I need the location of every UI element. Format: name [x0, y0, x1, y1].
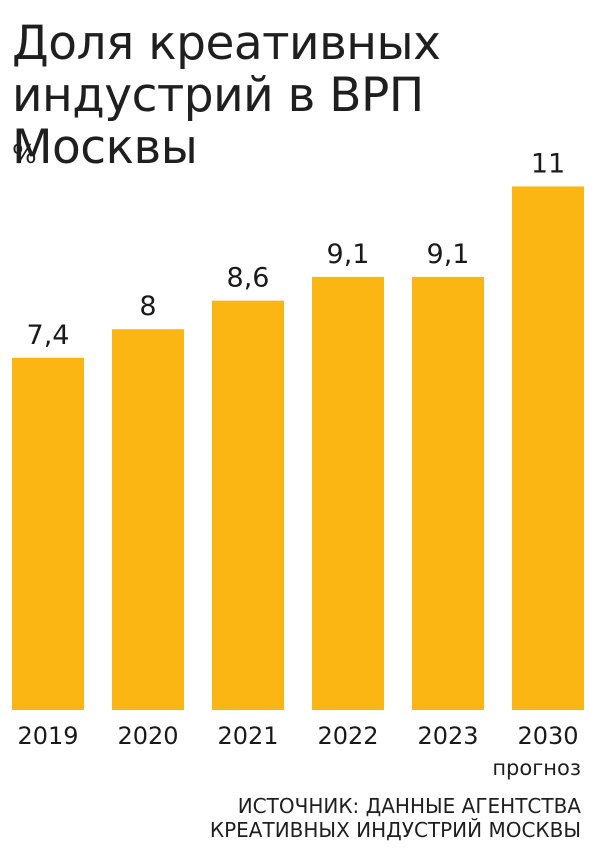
value-label-2020: 8	[139, 291, 156, 322]
value-label-2021: 8,6	[227, 263, 270, 294]
value-label-2019: 7,4	[27, 320, 70, 351]
tick-label-2019: 2019	[17, 722, 78, 750]
tick-label-2020: 2020	[117, 722, 178, 750]
tick-label-2030: 2030	[517, 722, 578, 750]
tick-label-2021: 2021	[217, 722, 278, 750]
value-label-2022: 9,1	[327, 239, 370, 270]
value-label-2023: 9,1	[427, 239, 470, 270]
bar-2023	[412, 276, 484, 710]
forecast-note: прогноз	[492, 756, 581, 780]
source-note: ИСТОЧНИК: ДАННЫЕ АГЕНТСТВА КРЕАТИВНЫХ ИН…	[210, 794, 581, 842]
bar-2021	[212, 300, 284, 710]
source-line-1: ИСТОЧНИК: ДАННЫЕ АГЕНТСТВА	[237, 794, 581, 818]
bar-2019	[12, 357, 84, 710]
bar-2022	[312, 276, 384, 710]
chart-title: Доля креативных индустрий в ВРП Москвы	[12, 16, 441, 175]
tick-label-2022: 2022	[317, 722, 378, 750]
bar-2030	[512, 186, 584, 710]
tick-label-2023: 2023	[417, 722, 478, 750]
unit-label: %	[12, 140, 37, 170]
bar-2020	[112, 329, 184, 710]
source-line-2: КРЕАТИВНЫХ ИНДУСТРИЙ МОСКВЫ	[209, 818, 581, 842]
value-label-2030: 11	[531, 148, 565, 179]
